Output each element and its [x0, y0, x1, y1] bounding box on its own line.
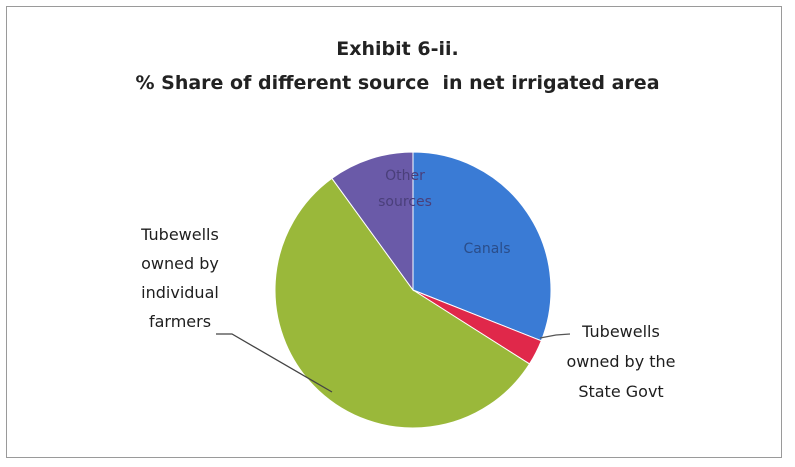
slice-label-state: Tubewells owned by the State Govt — [566, 322, 675, 401]
slice-label-other: Other sources — [378, 168, 432, 210]
pie-slice-0 — [412, 151, 552, 342]
leader-line-farmers — [216, 333, 333, 393]
leader-line-state — [539, 333, 571, 339]
slice-label-canals: Canals — [464, 241, 511, 257]
slice-label-farmers: Tubewells owned by individual farmers — [140, 225, 219, 331]
pie-slice-2 — [274, 177, 531, 429]
pie-slice-3 — [331, 151, 414, 292]
chart-title: Exhibit 6-ii. — [336, 38, 459, 60]
chart-subtitle: % Share of different source in net irrig… — [135, 72, 660, 94]
